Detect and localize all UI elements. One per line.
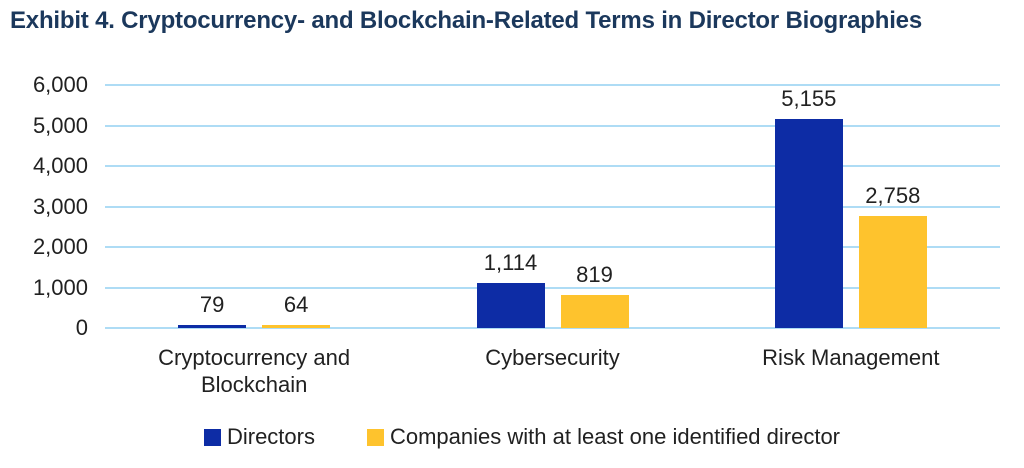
gridline	[105, 124, 1000, 127]
y-axis-tick-label: 5,000	[32, 112, 88, 138]
gridline	[105, 246, 1000, 248]
x-axis-category-label: Risk Management	[762, 345, 940, 370]
chart-title: Exhibit 4. Cryptocurrency- and Blockchai…	[10, 7, 922, 34]
y-axis-tick-label: 1,000	[32, 274, 88, 300]
x-axis-category-label: Cybersecurity	[485, 345, 620, 370]
x-axis-category-label: Cryptocurrency and Blockchain	[158, 345, 351, 397]
companies-bar-cryptocurrency-and-blockchain	[262, 325, 331, 328]
companies-bar-risk-management	[858, 216, 927, 328]
directors-bar-cryptocurrency-and-blockchain	[178, 324, 247, 328]
gridline	[105, 327, 1000, 329]
y-axis-tick-label: 6,000	[32, 72, 88, 97]
bar-value-label: 79	[199, 291, 225, 317]
bar-value-label: 5,155	[781, 86, 837, 112]
y-axis-tick-label: 0	[75, 315, 88, 340]
legend-label: Companies with at least one identified d…	[389, 424, 841, 449]
gridline	[105, 286, 1000, 289]
legend-swatch-companies	[366, 428, 384, 446]
gridline	[105, 84, 1000, 86]
bar-value-label: 64	[283, 292, 309, 318]
bar-value-label: 2,758	[865, 183, 921, 209]
y-axis-tick-label: 2,000	[32, 234, 88, 259]
bar-value-label: 819	[576, 261, 613, 287]
y-axis-tick-label: 4,000	[32, 153, 88, 178]
gridline	[105, 165, 1000, 167]
directors-bar-risk-management	[774, 119, 843, 328]
gridline	[105, 205, 1000, 208]
directors-bar-cybersecurity	[476, 282, 545, 328]
bar-value-label: 1,114	[483, 249, 538, 275]
legend-swatch-directors	[203, 428, 221, 446]
legend-label: Directors	[226, 424, 315, 449]
y-axis-tick-label: 3,000	[32, 193, 88, 219]
legend-item-companies: Companies with at least one identified d…	[366, 424, 841, 449]
legend-item-directors: Directors	[203, 424, 315, 449]
chart-legend: Directors Companies with at least one ide…	[10, 425, 1024, 449]
companies-bar-cybersecurity	[560, 294, 629, 328]
